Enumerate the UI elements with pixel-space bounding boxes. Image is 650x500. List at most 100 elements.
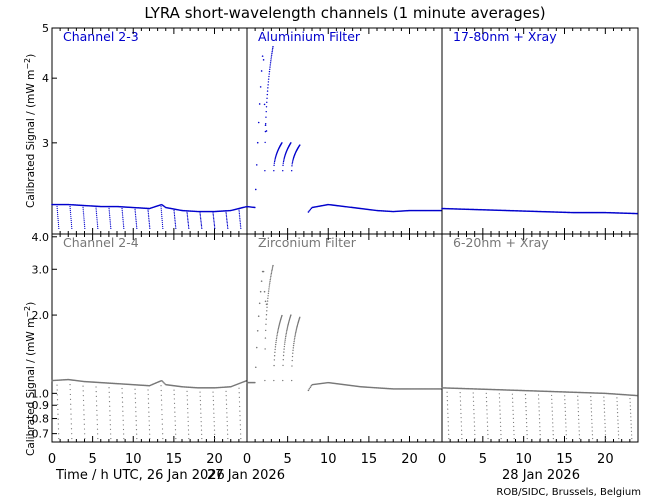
dip-point (95, 209, 97, 211)
dip-point (160, 208, 162, 210)
recovery-point (267, 87, 269, 89)
dip-point (225, 211, 227, 213)
dip-point (71, 227, 73, 230)
dip-point (83, 224, 86, 226)
dip-point (136, 226, 138, 228)
dip-point (121, 208, 123, 210)
dip-point (226, 220, 228, 222)
dip-point (212, 213, 214, 215)
dip-point (240, 227, 242, 230)
dip-point (134, 402, 137, 404)
recovery-point (282, 379, 284, 382)
dip-point (564, 410, 566, 412)
dip-point (446, 400, 448, 402)
dip-point (213, 217, 215, 220)
dip-point (187, 223, 189, 225)
dip-point (160, 385, 162, 387)
dip-point (460, 408, 462, 410)
recovery-point (271, 269, 273, 272)
dip-point (161, 219, 163, 222)
dip-point (186, 211, 188, 213)
dip-point (565, 418, 567, 420)
dip-point (135, 224, 138, 226)
dip-point (526, 437, 528, 440)
dip-point (108, 211, 110, 213)
dip-point (147, 389, 149, 391)
dip-point (173, 213, 175, 215)
recovery-point (287, 322, 290, 325)
dip-point (108, 387, 110, 389)
dip-point (565, 434, 567, 436)
dip-point (173, 211, 175, 213)
panel-title: 6-20nm + Xray (453, 235, 549, 250)
dip-point (70, 413, 72, 415)
dip-point (604, 430, 606, 432)
dip-point (70, 418, 72, 420)
dip-point (135, 217, 137, 219)
recovery-point (283, 343, 286, 345)
recovery-point (277, 327, 280, 330)
dip-point (148, 217, 150, 220)
recovery-point (283, 345, 286, 348)
dip-point (84, 437, 86, 440)
dip-point (239, 222, 241, 225)
dip-point (121, 396, 123, 399)
y-tick-label: 0.9 (32, 399, 50, 412)
dip-point (239, 224, 242, 226)
data-point (254, 188, 257, 191)
dip-point (56, 207, 58, 210)
dip-point (95, 211, 97, 213)
dip-point (136, 437, 138, 440)
dip-point (603, 407, 605, 409)
panel-title: 17-80nm + Xray (453, 29, 557, 44)
dip-point (238, 392, 240, 394)
dip-point (239, 216, 241, 218)
dip-point (148, 420, 150, 422)
dip-point (186, 399, 188, 401)
dip-point (240, 433, 242, 435)
recovery-point (268, 286, 270, 288)
dip-point (121, 211, 123, 213)
dip-point (226, 429, 229, 431)
dip-point (188, 227, 190, 230)
recovery-point (266, 97, 268, 100)
dip-point (83, 214, 85, 216)
x-tick-label: 20 (597, 452, 614, 467)
dip-point (69, 384, 71, 386)
dip-point (160, 389, 162, 392)
dip-point (58, 437, 60, 440)
dip-point (591, 434, 594, 436)
x-tick-label: 10 (515, 452, 532, 467)
dip-point (550, 394, 553, 397)
recovery-point (291, 163, 293, 165)
panel-title: Aluminium Filter (258, 29, 361, 44)
series-channel-2-3 (51, 203, 247, 230)
dip-point (226, 223, 228, 225)
dip-point (226, 412, 228, 414)
dip-point (110, 433, 112, 435)
dip-point (629, 405, 631, 407)
dip-point (539, 422, 541, 424)
dip-point (147, 393, 149, 396)
dip-point (122, 415, 124, 417)
dip-point (486, 413, 488, 415)
dip-point (591, 430, 593, 432)
dip-point (461, 429, 463, 431)
recovery-point (267, 292, 270, 295)
dip-point (122, 424, 124, 426)
dip-point (565, 437, 568, 440)
dip-point (56, 389, 58, 391)
recovery-point (265, 314, 268, 316)
dip-point (108, 209, 110, 211)
recovery-point (278, 325, 280, 327)
dip-point (238, 387, 240, 389)
x-tick-label: 15 (556, 452, 573, 467)
recovery-point (275, 343, 277, 346)
dip-point (148, 216, 150, 218)
data-point (307, 211, 310, 213)
dip-point (69, 211, 72, 214)
dip-point (96, 414, 98, 416)
x-tick-label: 10 (125, 452, 142, 467)
recovery-point (285, 335, 287, 338)
dip-point (487, 437, 489, 440)
